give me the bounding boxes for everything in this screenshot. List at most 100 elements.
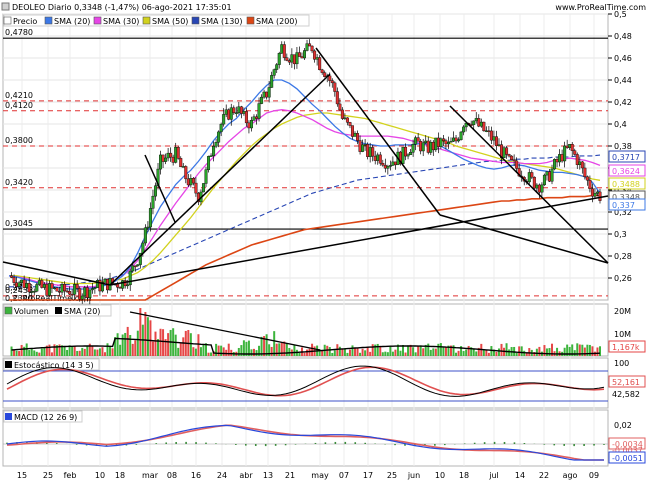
volume-title: Volumen <box>14 307 49 316</box>
trend-line <box>109 73 331 286</box>
candle-body <box>181 166 185 168</box>
legend-swatch <box>55 307 62 314</box>
candle-body <box>68 291 72 295</box>
volume-bar <box>477 347 480 356</box>
candle-body <box>555 159 559 163</box>
candle-body <box>217 131 221 143</box>
candle-body <box>148 208 152 228</box>
candle-body <box>540 184 544 193</box>
volume-bar <box>199 347 202 356</box>
candle-body <box>446 141 450 145</box>
candle-body <box>45 284 49 296</box>
last-value-tag <box>608 198 646 211</box>
time-tick-label: 14 <box>515 471 525 480</box>
legend-swatch <box>5 413 12 420</box>
volume-bar <box>144 312 147 356</box>
time-tick-label: 25 <box>43 471 53 480</box>
volume-bar <box>508 349 511 356</box>
volume-bar <box>129 335 132 356</box>
candle-body <box>90 288 94 291</box>
volume-bar <box>285 343 288 356</box>
volume-bar <box>280 343 283 356</box>
candle-body <box>237 106 241 113</box>
candle-body <box>454 137 458 142</box>
volume-bar <box>126 326 129 356</box>
candle-body <box>570 144 574 151</box>
candle-body <box>323 72 327 77</box>
macd-histogram-bar <box>195 442 197 444</box>
candle-body <box>507 154 511 157</box>
volume-bar <box>394 349 397 356</box>
stochastic-tick-label: 100 <box>614 359 629 368</box>
candle-body <box>484 130 488 132</box>
macd-histogram-bar <box>75 444 78 445</box>
candle-body <box>219 123 223 133</box>
candle-body <box>547 171 551 182</box>
candle-body <box>204 169 208 184</box>
last-value-tag <box>608 437 646 450</box>
last-value-tag <box>608 150 646 163</box>
macd-histogram-bar <box>603 444 605 445</box>
candle-body <box>537 184 541 193</box>
candle-body <box>75 284 79 289</box>
volume-bar <box>139 308 142 356</box>
volume-bar <box>520 346 523 356</box>
volume-bar <box>556 347 559 356</box>
last-value-tag <box>608 375 646 388</box>
candle-body <box>35 284 39 292</box>
macd-histogram-bar <box>483 442 486 444</box>
volume-bar <box>258 345 261 356</box>
candle-body <box>368 147 372 157</box>
candle-body <box>201 183 205 193</box>
volume-bar <box>326 345 329 356</box>
candle-body <box>348 122 352 126</box>
candle-body <box>391 161 395 166</box>
candle-body <box>252 116 256 121</box>
candle-body <box>55 287 59 292</box>
candle-body <box>479 121 483 127</box>
candle-body <box>590 188 594 197</box>
volume-bar <box>192 347 195 356</box>
candle-body <box>335 91 339 105</box>
price-tick-label: 0,38 <box>614 142 632 151</box>
header-site: www.ProRealTime.com <box>555 3 646 12</box>
candle-body <box>15 282 19 287</box>
candle-body <box>505 147 509 155</box>
legend-label: SMA (50) <box>152 17 188 26</box>
volume-bar <box>35 351 38 356</box>
volume-bar <box>230 349 233 356</box>
candle-body <box>290 54 294 63</box>
volume-bar <box>53 344 56 356</box>
macd-histogram-bar <box>354 442 357 444</box>
candle-body <box>133 265 137 268</box>
volume-bar <box>386 352 389 356</box>
volume-bar <box>361 348 364 356</box>
volume-bar <box>470 347 473 356</box>
candle-body <box>270 75 274 88</box>
macd-histogram-bar <box>543 444 546 445</box>
candle-body <box>292 54 296 65</box>
candle-body <box>262 91 266 98</box>
header-bar <box>0 0 650 13</box>
candle-body <box>363 144 367 146</box>
volume-bar <box>374 344 377 356</box>
candle-body <box>583 167 587 177</box>
macd-histogram-bar <box>553 444 556 446</box>
volume-bar <box>351 345 354 356</box>
candle-body <box>191 178 195 184</box>
volume-bar <box>263 336 266 356</box>
candle-body <box>255 116 259 119</box>
volume-bar <box>515 352 518 356</box>
candle-body <box>459 131 463 140</box>
candle-body <box>424 140 428 143</box>
time-tick-label: 17 <box>363 471 373 480</box>
trend-line <box>144 154 176 223</box>
last-value-label: 0,3624 <box>612 167 640 176</box>
bottom-level-label: 0,2340 <box>5 294 33 303</box>
volume-bar <box>76 350 79 356</box>
candle-body <box>489 130 493 141</box>
macd-histogram-bar <box>434 444 436 446</box>
legend-swatch <box>246 16 255 25</box>
candle-body <box>25 283 29 288</box>
candle-body <box>282 44 286 58</box>
